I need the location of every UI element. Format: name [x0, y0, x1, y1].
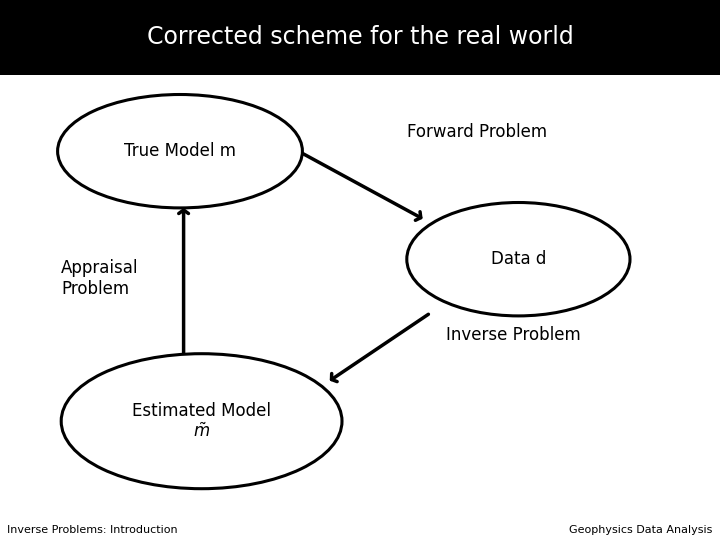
- Ellipse shape: [407, 202, 630, 316]
- Text: True Model m: True Model m: [124, 142, 236, 160]
- Ellipse shape: [61, 354, 342, 489]
- Ellipse shape: [58, 94, 302, 208]
- Text: Data d: Data d: [491, 250, 546, 268]
- Text: Inverse Problem: Inverse Problem: [446, 326, 581, 344]
- Text: Geophysics Data Analysis: Geophysics Data Analysis: [570, 524, 713, 535]
- Text: Inverse Problems: Introduction: Inverse Problems: Introduction: [7, 524, 178, 535]
- Text: Forward Problem: Forward Problem: [407, 123, 547, 141]
- Text: Estimated Model
$\tilde{m}$: Estimated Model $\tilde{m}$: [132, 402, 271, 441]
- Text: Appraisal
Problem: Appraisal Problem: [61, 259, 139, 298]
- Bar: [0, 0, 720, 75]
- Text: Corrected scheme for the real world: Corrected scheme for the real world: [147, 25, 573, 49]
